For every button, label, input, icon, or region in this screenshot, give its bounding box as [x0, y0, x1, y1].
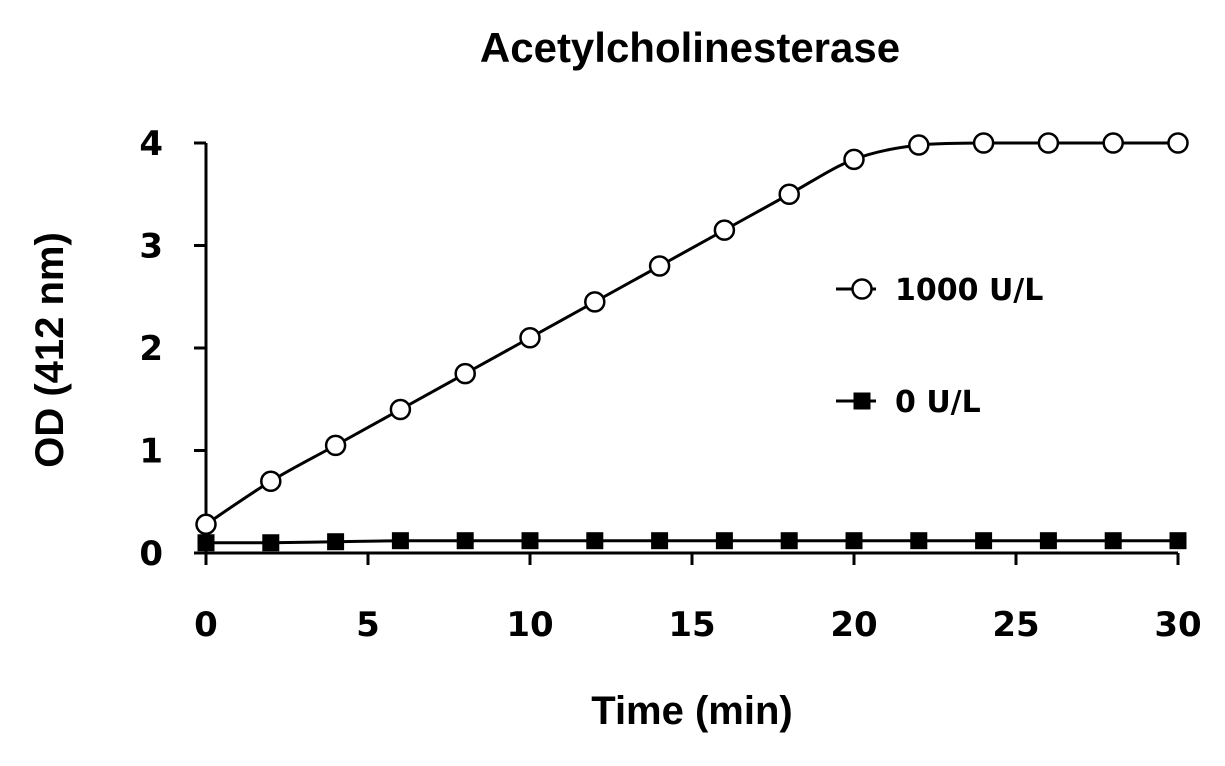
y-tick-label: 1	[139, 432, 163, 472]
data-point	[327, 533, 345, 551]
data-point	[972, 132, 995, 154]
data-point	[1167, 132, 1189, 154]
legend-label: 1000 U/L	[895, 273, 1043, 308]
data-point	[262, 534, 280, 552]
series-group	[195, 132, 1189, 552]
data-point	[843, 148, 865, 171]
data-point	[1102, 132, 1124, 154]
data-point	[715, 532, 733, 550]
data-point	[648, 255, 671, 277]
x-tick-label: 30	[1154, 605, 1201, 645]
data-point	[454, 362, 476, 385]
data-point	[651, 532, 669, 550]
y-tick-label: 0	[139, 534, 163, 574]
data-point	[1039, 532, 1057, 550]
x-tick-label: 15	[668, 605, 715, 645]
y-tick-label: 2	[139, 329, 163, 369]
data-point	[324, 434, 347, 457]
x-tick-label: 25	[992, 605, 1039, 645]
x-tick-label: 10	[506, 605, 553, 645]
data-point	[1104, 532, 1122, 550]
legend: 1000 U/L 0 U/L	[836, 273, 1043, 420]
series-line	[205, 141, 1178, 526]
data-point	[713, 219, 736, 241]
data-point	[1169, 532, 1187, 550]
data-point	[456, 532, 474, 550]
data-point	[975, 532, 993, 550]
chart-title: Acetylcholinesterase	[480, 24, 900, 71]
legend-item: 0 U/L	[836, 385, 981, 420]
data-point	[197, 534, 215, 552]
x-axis-title: Time (min)	[591, 689, 793, 733]
y-axis-title: OD (412 nm)	[28, 232, 72, 468]
legend-marker	[853, 392, 871, 410]
data-point	[584, 291, 606, 313]
data-point	[389, 398, 412, 421]
legend-marker	[851, 278, 873, 300]
data-point	[521, 532, 539, 550]
x-tick-label: 20	[830, 605, 877, 645]
series-line	[206, 539, 1178, 545]
data-point	[910, 532, 928, 550]
series	[195, 132, 1189, 536]
y-tick-label: 3	[139, 227, 163, 267]
data-point	[586, 532, 604, 550]
data-point	[845, 532, 863, 550]
x-tick-label: 5	[356, 605, 380, 645]
data-point	[1037, 132, 1060, 154]
data-point	[780, 532, 798, 550]
data-point	[519, 327, 541, 349]
data-point	[778, 183, 800, 205]
axis-ticks: 0 5 10 15 20 25 30 0 1 2 3 4	[139, 124, 1201, 645]
series	[197, 532, 1187, 552]
data-point	[260, 470, 282, 492]
data-point	[908, 134, 930, 156]
y-tick-label: 4	[139, 124, 163, 164]
legend-item: 1000 U/L	[836, 273, 1043, 308]
x-tick-label: 0	[194, 605, 218, 645]
data-point	[195, 513, 217, 536]
data-point	[391, 532, 409, 550]
legend-label: 0 U/L	[895, 385, 981, 420]
